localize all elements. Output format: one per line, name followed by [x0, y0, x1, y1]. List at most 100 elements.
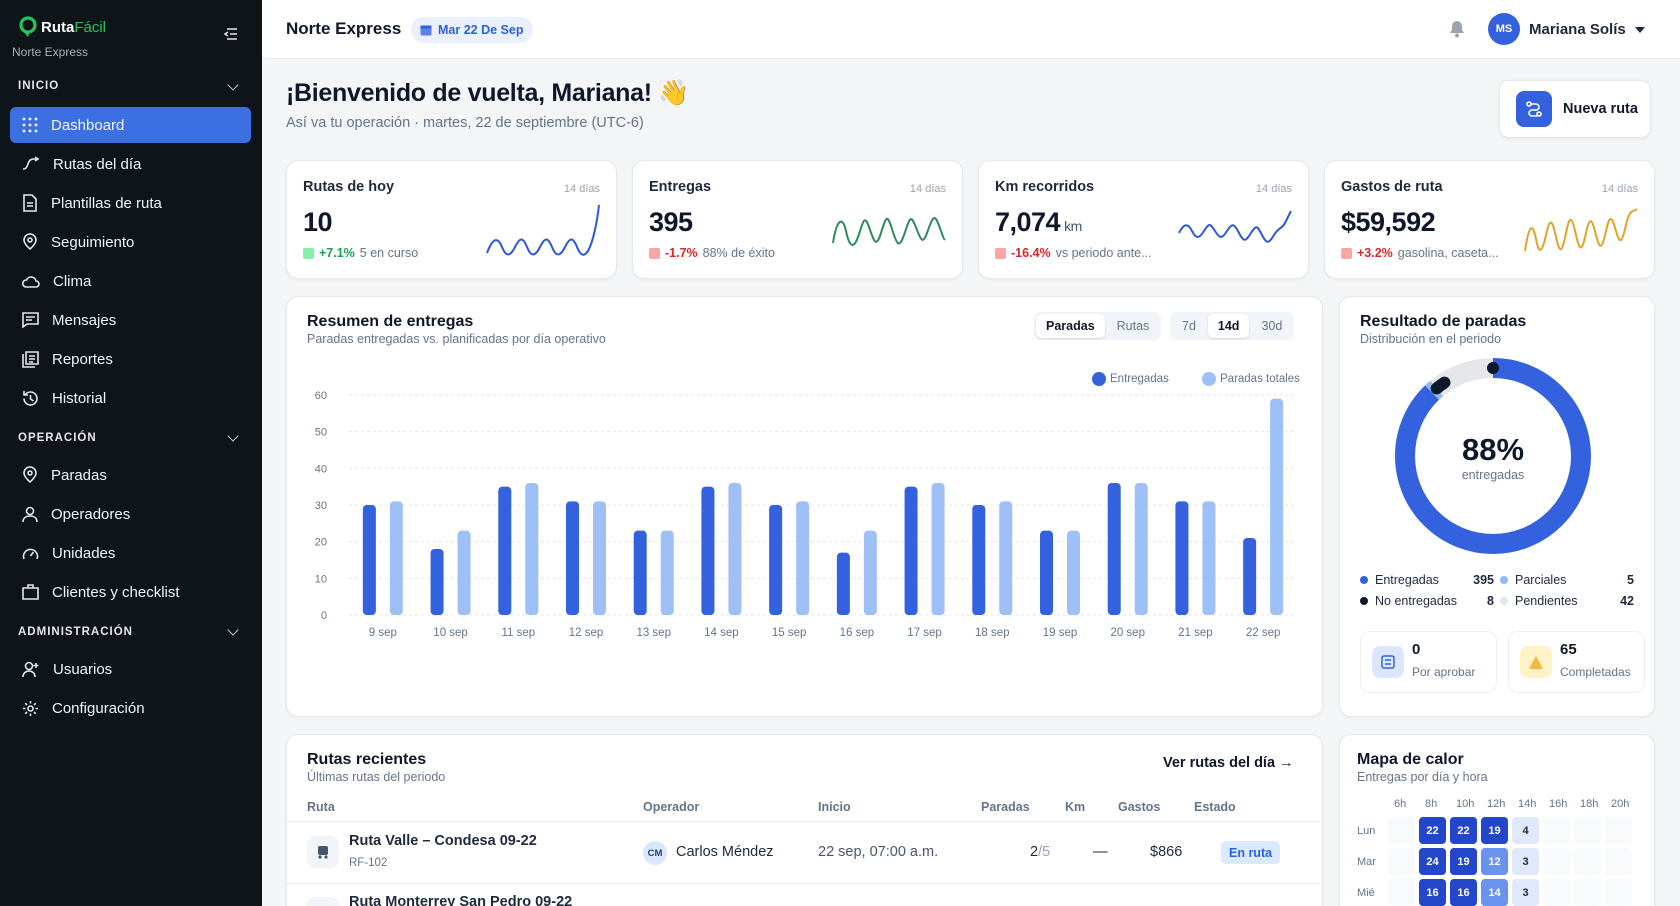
heatmap-cell[interactable]	[1543, 817, 1570, 844]
kpi-card-km[interactable]: Km recorridos 14 días 7,074 km -16.4% vs p…	[978, 160, 1309, 279]
heatmap-cell[interactable]: 19	[1450, 848, 1477, 875]
bar-paradas-totales[interactable]	[931, 483, 945, 615]
collapse-sidebar-icon[interactable]	[224, 28, 238, 40]
heatmap-cell[interactable]: 14	[1481, 879, 1508, 906]
bar-entregadas[interactable]	[566, 501, 579, 615]
sidebar-item-dashboard[interactable]: Dashboard	[10, 107, 251, 143]
col-header-gastos[interactable]: Gastos	[1118, 800, 1161, 814]
heatmap-cell[interactable]	[1605, 817, 1632, 844]
sidebar-item-configuracion[interactable]: Configuración	[10, 690, 251, 726]
toggle-paradas[interactable]: Paradas	[1036, 314, 1105, 338]
bar-paradas-totales[interactable]	[1202, 501, 1216, 615]
avatar[interactable]: MS	[1488, 13, 1520, 45]
bar-entregadas[interactable]	[701, 486, 715, 615]
bar-paradas-totales[interactable]	[593, 501, 606, 615]
heatmap-cell[interactable]	[1388, 879, 1415, 906]
sidebar-item-paradas[interactable]: Paradas	[10, 457, 251, 493]
range-7d[interactable]: 7d	[1182, 319, 1196, 333]
heatmap-cell[interactable]: 22	[1419, 817, 1446, 844]
bar-paradas-totales[interactable]	[999, 501, 1013, 615]
heatmap-cell[interactable]	[1388, 848, 1415, 875]
heatmap-cell[interactable]	[1605, 848, 1632, 875]
bar-entregadas[interactable]	[498, 486, 512, 615]
range-30d[interactable]: 30d	[1261, 319, 1283, 333]
heatmap-cell[interactable]: 16	[1450, 879, 1477, 906]
bell-icon[interactable]	[1449, 20, 1465, 38]
user-name[interactable]: Mariana Solís	[1529, 21, 1626, 38]
section-operacion[interactable]: OPERACIÓN	[18, 432, 97, 444]
sidebar-item-mensajes[interactable]: Mensajes	[10, 302, 251, 338]
heatmap-cell[interactable]	[1605, 879, 1632, 906]
kpi-card-gastos[interactable]: Gastos de ruta 14 días $59,592 +3.2% gaso…	[1324, 160, 1655, 279]
heatmap-cell[interactable]	[1574, 817, 1601, 844]
heatmap-cell[interactable]: 3	[1512, 879, 1539, 906]
heatmap-cell[interactable]	[1574, 879, 1601, 906]
heatmap-cell[interactable]: 4	[1512, 817, 1539, 844]
col-header-paradas[interactable]: Paradas	[981, 800, 1030, 814]
caret-down-icon[interactable]	[1635, 27, 1645, 33]
bar-entregadas[interactable]	[633, 530, 647, 615]
bar-paradas-totales[interactable]	[1067, 530, 1080, 615]
route-name[interactable]: Ruta Valle – Condesa 09-22	[349, 833, 537, 849]
route-name[interactable]: Ruta Monterrey San Pedro 09-22	[349, 894, 573, 906]
chevron-down-icon[interactable]	[227, 79, 239, 91]
sidebar-item-unidades[interactable]: Unidades	[10, 535, 251, 571]
heatmap-cell[interactable]: 3	[1512, 848, 1539, 875]
sidebar-item-clientes[interactable]: Clientes y checklist	[10, 574, 251, 610]
sidebar-item-operadores[interactable]: Operadores	[10, 496, 251, 532]
section-administracion[interactable]: ADMINISTRACIÓN	[18, 626, 133, 638]
heatmap-cell[interactable]: 24	[1419, 848, 1446, 875]
heatmap-cell[interactable]	[1543, 848, 1570, 875]
bar-entregadas[interactable]	[836, 552, 850, 615]
brand-logo[interactable]: RutaFácil	[18, 16, 106, 38]
sidebar-item-reportes[interactable]: Reportes	[10, 341, 251, 377]
col-header-estado[interactable]: Estado	[1194, 800, 1236, 814]
kpi-card-rutas[interactable]: Rutas de hoy 14 días 10 +7.1% 5 en curso	[286, 160, 617, 279]
col-header-operador[interactable]: Operador	[643, 800, 700, 814]
bar-paradas-totales[interactable]	[457, 530, 471, 615]
bar-paradas-totales[interactable]	[728, 483, 742, 615]
bar-entregadas[interactable]	[430, 549, 444, 615]
bar-paradas-totales[interactable]	[796, 501, 810, 615]
bar-paradas-totales[interactable]	[660, 530, 674, 615]
bar-entregadas[interactable]	[1107, 483, 1121, 615]
sidebar-item-usuarios[interactable]: Usuarios	[10, 651, 251, 687]
date-chip[interactable]: Mar 22 De Sep	[411, 17, 534, 43]
col-header-inicio[interactable]: Inicio	[818, 800, 851, 814]
chevron-down-icon[interactable]	[227, 430, 239, 442]
heatmap-cell[interactable]: 16	[1419, 879, 1446, 906]
bar-paradas-totales[interactable]	[1134, 483, 1148, 615]
heatmap-cell[interactable]	[1574, 848, 1601, 875]
bar-paradas-totales[interactable]	[389, 501, 403, 615]
pending-approval-card[interactable]: 0 Por aprobar	[1360, 631, 1497, 693]
col-header-ruta[interactable]: Ruta	[307, 800, 335, 814]
heatmap-cell[interactable]: 19	[1481, 817, 1508, 844]
heatmap-cell[interactable]	[1388, 817, 1415, 844]
bar-entregadas[interactable]	[1175, 501, 1189, 615]
bar-paradas-totales[interactable]	[863, 530, 877, 615]
col-header-km[interactable]: Km	[1065, 800, 1086, 814]
sidebar-item-plantillas[interactable]: Plantillas de ruta	[10, 185, 251, 221]
metric-toggle[interactable]: Paradas Rutas	[1034, 312, 1162, 340]
sidebar-item-clima[interactable]: Clima	[10, 263, 251, 299]
bar-entregadas[interactable]	[1040, 530, 1053, 615]
completed-card[interactable]: 65 Completadas	[1508, 631, 1645, 693]
heatmap-cell[interactable]: 22	[1450, 817, 1477, 844]
bar-entregadas[interactable]	[1243, 538, 1257, 615]
range-14d[interactable]: 14d	[1207, 314, 1250, 338]
bar-entregadas[interactable]	[972, 505, 986, 615]
section-inicio[interactable]: INICIO	[18, 80, 60, 92]
bar-entregadas[interactable]	[362, 505, 376, 615]
heatmap-cell[interactable]: 12	[1481, 848, 1508, 875]
toggle-rutas[interactable]: Rutas	[1116, 319, 1150, 333]
bar-paradas-totales[interactable]	[525, 483, 539, 615]
bar-entregadas[interactable]	[904, 486, 918, 615]
heatmap-cell[interactable]	[1543, 879, 1570, 906]
sidebar-item-rutas-del-dia[interactable]: Rutas del día	[10, 146, 251, 182]
range-toggle[interactable]: 7d 14d 30d	[1170, 312, 1295, 340]
kpi-card-entregas[interactable]: Entregas 14 días 395 -1.7% 88% de éxito	[632, 160, 963, 279]
sidebar-item-historial[interactable]: Historial	[10, 380, 251, 416]
bar-paradas-totales[interactable]	[1270, 398, 1284, 615]
new-route-button[interactable]: Nueva ruta	[1499, 80, 1651, 138]
view-routes-link[interactable]: Ver rutas del día →	[1163, 755, 1294, 771]
